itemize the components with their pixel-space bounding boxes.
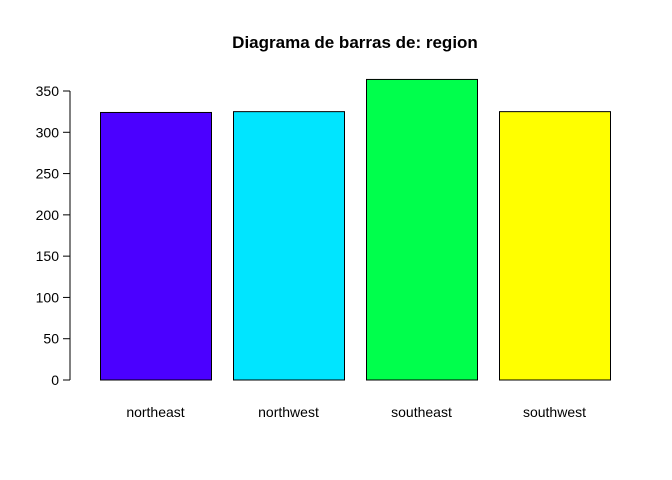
bars-group	[100, 78, 611, 381]
y-tick-label: 0	[51, 372, 59, 388]
bar-northwest	[233, 111, 345, 381]
x-category-label: southwest	[523, 404, 586, 420]
y-tick-label: 100	[36, 289, 60, 305]
bar-southeast	[366, 78, 478, 381]
x-category-label: southeast	[391, 404, 452, 420]
bar-northeast	[100, 111, 212, 381]
y-tick-label: 200	[36, 207, 60, 223]
x-axis-labels: northeast northwest southeast southwest	[126, 404, 586, 420]
y-tick-label: 300	[36, 124, 60, 140]
y-axis: 0 50 100 150 200 250 300 350	[36, 83, 71, 388]
y-tick-label: 150	[36, 248, 60, 264]
chart-title: Diagrama de barras de: region	[232, 33, 478, 52]
bar-southwest	[499, 111, 611, 381]
y-tick-label: 350	[36, 83, 60, 99]
x-category-label: northeast	[126, 404, 184, 420]
y-tick-label: 250	[36, 166, 60, 182]
x-category-label: northwest	[258, 404, 319, 420]
y-tick-label: 50	[43, 331, 59, 347]
